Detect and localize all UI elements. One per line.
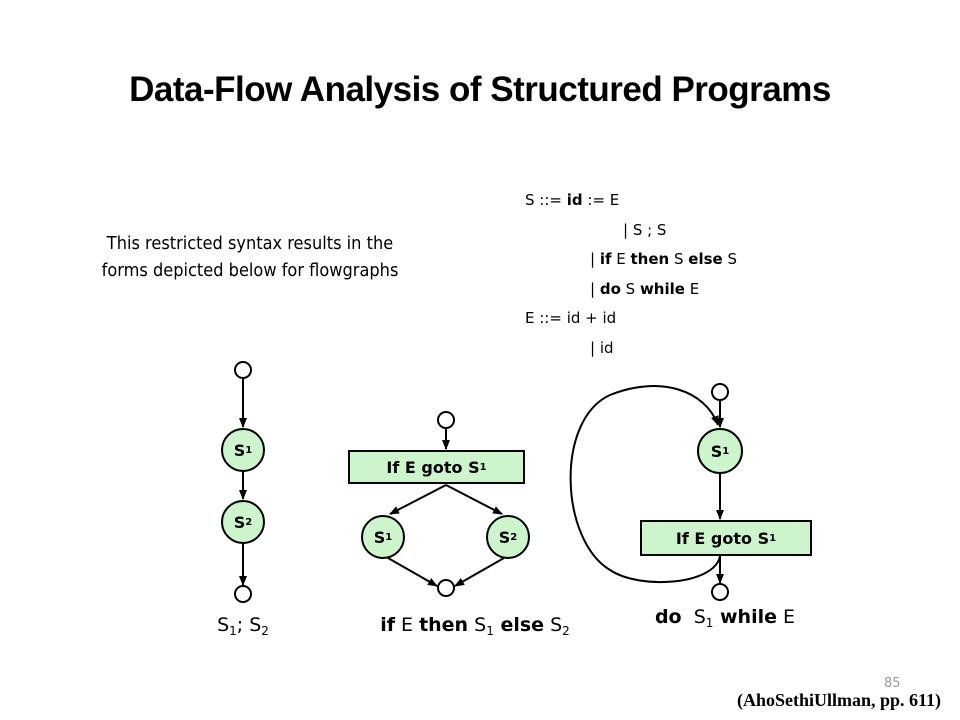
caption-subscript: 1: [486, 624, 494, 638]
node-label: S: [233, 512, 246, 532]
edge: [445, 484, 503, 515]
caption-keyword: while: [713, 606, 777, 628]
caption-subscript: 2: [261, 624, 269, 638]
node-subscript: 1: [479, 461, 487, 473]
caption-do-while: do S1 while E: [655, 606, 795, 630]
caption-part: S: [217, 614, 230, 636]
entry-node: [711, 383, 729, 401]
entry-node: [437, 411, 455, 429]
grammar-text: E ::= id + id: [525, 309, 617, 327]
caption-part: S: [544, 614, 563, 636]
node-label: If E goto S: [675, 528, 770, 548]
caption-part: S: [681, 606, 706, 628]
caption-keyword: then: [419, 614, 469, 636]
caption-keyword: if: [380, 614, 395, 636]
citation: (AhoSethiUllman, pp. 611): [737, 690, 942, 710]
grammar-keyword: while: [639, 279, 685, 298]
grammar-keyword: then: [630, 250, 670, 268]
grammar-keyword: else: [688, 250, 723, 268]
grammar-keyword: do: [599, 279, 621, 298]
caption-if-else: if E then S1 else S2: [380, 614, 570, 638]
caption-part: E: [394, 614, 420, 636]
grammar-line: | do S while E: [590, 280, 699, 298]
node-subscript: 1: [722, 445, 730, 457]
exit-node: [437, 579, 455, 597]
node-label: S: [233, 440, 246, 460]
grammar-text: S: [669, 250, 689, 268]
grammar-text: S: [722, 250, 737, 268]
caption-subscript: 2: [562, 624, 570, 638]
node-subscript: 1: [245, 444, 253, 456]
caption-part: S: [468, 614, 487, 636]
caption-keyword: do: [654, 606, 682, 628]
intro-line: This restricted syntax results in the: [106, 233, 394, 254]
entry-node: [234, 361, 252, 379]
caption-keyword: else: [493, 614, 545, 636]
page-number: 85: [884, 676, 901, 691]
grammar-text: E: [684, 279, 700, 298]
grammar-text: S ::=: [525, 191, 567, 209]
grammar-line: S ::= id := E: [525, 191, 619, 209]
node-label: S: [498, 527, 511, 547]
node-label: S: [710, 441, 723, 461]
slide-title: Data-Flow Analysis of Structured Program…: [129, 70, 831, 109]
grammar-text: | S ; S: [623, 220, 667, 239]
node-subscript: 2: [510, 531, 518, 543]
edge: [389, 484, 447, 515]
grammar-text: | id: [590, 338, 614, 357]
grammar-text: S: [620, 279, 640, 298]
node-label: If E goto S: [386, 457, 480, 477]
node-subscript: 1: [385, 531, 393, 543]
grammar-line: | S ; S: [623, 221, 666, 239]
node-label: S: [373, 527, 386, 547]
exit-node: [711, 583, 729, 601]
caption-subscript: 1: [229, 624, 237, 638]
exit-node: [234, 585, 252, 603]
caption-part: S: [249, 614, 262, 636]
grammar-line: | id: [590, 339, 614, 357]
node-subscript: 2: [245, 516, 253, 528]
grammar-keyword: if: [599, 250, 612, 268]
caption-subscript: 1: [705, 616, 714, 630]
caption-sequence: S1; S2: [217, 614, 269, 638]
grammar-text: E: [611, 250, 631, 268]
grammar-line: | if E then S else S: [590, 250, 737, 268]
grammar-keyword: id: [566, 191, 583, 209]
edge: [454, 557, 505, 587]
loop-back-edge: [569, 385, 721, 584]
grammar-text: := E: [582, 191, 620, 209]
grammar-line: E ::= id + id: [525, 309, 616, 327]
grammar-text: |: [590, 279, 600, 298]
grammar-text: |: [590, 250, 600, 268]
intro-line: forms depicted below for flowgraphs: [101, 260, 399, 281]
caption-part: E: [777, 606, 796, 628]
node-subscript: 1: [769, 532, 777, 544]
caption-part: ;: [236, 614, 250, 636]
intro-text: This restricted syntax results in the fo…: [61, 230, 439, 284]
edge: [387, 557, 438, 587]
